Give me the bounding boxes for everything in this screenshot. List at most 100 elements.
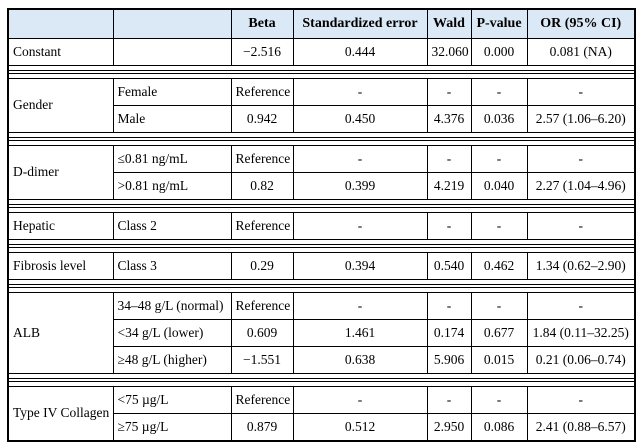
or-cell: 1.84 (0.11–32.25) (526, 319, 636, 347)
header-or-ci: OR (95% CI) (526, 8, 636, 39)
header-row: Beta Standardized error Wald P-value OR … (7, 8, 636, 39)
or-cell: - (526, 145, 636, 173)
table-row: ALB 34–48 g/L (normal) Reference - - - - (7, 292, 636, 374)
row-label-hepatic: Hepatic (7, 212, 114, 240)
row-label-type-iv-collagen: Type IV Collagen (7, 386, 114, 442)
se-cell: - (292, 212, 428, 240)
header-category (112, 8, 232, 39)
row-label-alb: ALB (7, 292, 114, 374)
p-cell: 0.040 (470, 172, 528, 200)
beta-cell: Reference (230, 78, 294, 106)
category-cell: ≥48 g/L (higher) (112, 346, 232, 374)
header-standardized-error: Standardized error (292, 8, 428, 39)
group-separator (8, 65, 635, 79)
table-row: Fibrosis level Class 3 0.29 0.394 0.540 … (7, 252, 636, 280)
table-row: <34 g/L (lower) 0.609 1.461 0.174 0.677 … (8, 319, 636, 347)
category-cell: 34–48 g/L (normal) (112, 292, 232, 320)
table-row: Male 0.942 0.450 4.376 0.036 2.57 (1.06–… (8, 105, 636, 133)
table-row: ≥48 g/L (higher) −1.551 0.638 5.906 0.01… (8, 346, 636, 374)
or-cell: 0.21 (0.06–0.74) (526, 346, 636, 374)
table-row: Constant −2.516 0.444 32.060 0.000 0.081… (7, 38, 636, 66)
wald-cell: 32.060 (426, 38, 472, 66)
group-separator (8, 199, 635, 213)
table-row: Type IV Collagen <75 µg/L Reference - - … (7, 386, 636, 442)
wald-cell: - (426, 212, 472, 240)
p-cell: - (470, 292, 528, 320)
beta-cell: 0.29 (230, 252, 294, 280)
wald-cell: - (426, 145, 472, 173)
p-cell: - (470, 386, 528, 414)
beta-cell: 0.942 (230, 105, 294, 133)
row-label-gender: Gender (7, 78, 114, 133)
row-label-fibrosis-level: Fibrosis level (7, 252, 114, 280)
se-cell: 0.450 (292, 105, 428, 133)
category-cell: >0.81 ng/mL (112, 172, 232, 200)
double-rule (9, 378, 634, 382)
p-cell: - (470, 145, 528, 173)
header-wald: Wald (426, 8, 472, 39)
p-cell: - (470, 212, 528, 240)
p-cell: - (470, 78, 528, 106)
category-cell: <34 g/L (lower) (112, 319, 232, 347)
table-row: D-dimer ≤0.81 ng/mL Reference - - - - (7, 145, 636, 200)
or-cell: - (526, 292, 636, 320)
or-cell: - (526, 78, 636, 106)
category-cell: <75 µg/L (112, 386, 232, 414)
wald-cell: - (426, 386, 472, 414)
wald-cell: - (426, 78, 472, 106)
or-cell: 2.57 (1.06–6.20) (526, 105, 636, 133)
wald-cell: 5.906 (426, 346, 472, 374)
table-row: >0.81 ng/mL 0.82 0.399 4.219 0.040 2.27 … (8, 172, 636, 200)
double-rule (9, 70, 634, 74)
wald-cell: 4.376 (426, 105, 472, 133)
header-beta: Beta (230, 8, 294, 39)
double-rule (9, 284, 634, 288)
wald-cell: 0.540 (426, 252, 472, 280)
or-cell: - (526, 212, 636, 240)
beta-cell: 0.609 (230, 319, 294, 347)
se-cell: 0.394 (292, 252, 428, 280)
wald-cell: - (426, 292, 472, 320)
p-cell: 0.015 (470, 346, 528, 374)
category-cell: Female (112, 78, 232, 106)
beta-cell: −2.516 (230, 38, 294, 66)
double-rule (9, 244, 634, 248)
beta-cell: Reference (230, 386, 294, 414)
row-label-d-dimer: D-dimer (7, 145, 114, 200)
p-cell: 0.462 (470, 252, 528, 280)
row-label-constant: Constant (7, 38, 114, 66)
category-cell (112, 38, 232, 66)
group-separator (8, 373, 635, 387)
group-separator (8, 239, 635, 253)
se-cell: 0.638 (292, 346, 428, 374)
se-cell: 0.444 (292, 38, 428, 66)
se-cell: - (292, 292, 428, 320)
double-rule (9, 204, 634, 208)
regression-results-table: Beta Standardized error Wald P-value OR … (7, 8, 636, 442)
se-cell: - (292, 78, 428, 106)
wald-cell: 4.219 (426, 172, 472, 200)
category-cell: ≤0.81 ng/mL (112, 145, 232, 173)
beta-cell: Reference (230, 292, 294, 320)
page: Beta Standardized error Wald P-value OR … (7, 8, 636, 442)
beta-cell: Reference (230, 212, 294, 240)
p-cell: 0.000 (470, 38, 528, 66)
or-cell: 2.27 (1.04–4.96) (526, 172, 636, 200)
wald-cell: 0.174 (426, 319, 472, 347)
category-cell: Class 2 (112, 212, 232, 240)
se-cell: - (292, 386, 428, 414)
group-separator (8, 132, 635, 146)
group-separator (8, 279, 635, 293)
table-row: Gender Female Reference - - - - (7, 78, 636, 133)
table-row: Hepatic Class 2 Reference - - - - (7, 212, 636, 240)
se-cell: - (292, 145, 428, 173)
category-cell: Class 3 (112, 252, 232, 280)
p-cell: 0.036 (470, 105, 528, 133)
or-cell: 0.081 (NA) (526, 38, 636, 66)
beta-cell: −1.551 (230, 346, 294, 374)
header-p-value: P-value (470, 8, 528, 39)
se-cell: 1.461 (292, 319, 428, 347)
or-cell: 1.34 (0.62–2.90) (526, 252, 636, 280)
beta-cell: Reference (230, 145, 294, 173)
se-cell: 0.399 (292, 172, 428, 200)
